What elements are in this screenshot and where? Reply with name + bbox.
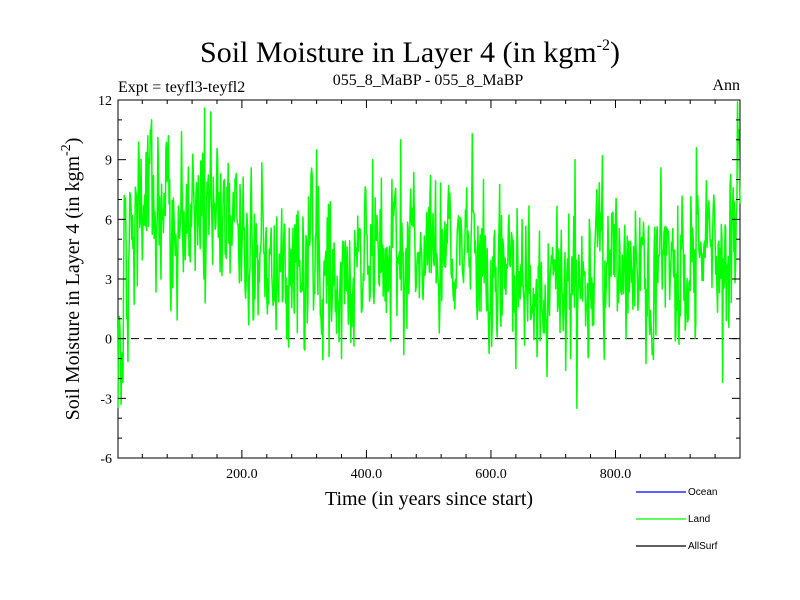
y-tick-label: 9 (105, 154, 112, 169)
x-tick-label: 200.0 (226, 467, 258, 482)
tick-layer: 200.0 400.0 600.0 800.0 -6 -3 0 3 6 9 12 (98, 94, 741, 482)
series-line-land (117, 101, 741, 410)
legend-label-allsurf: AllSurf (688, 541, 718, 552)
subtitle-right: Ann (712, 77, 740, 94)
subtitle-center: 055_8_MaBP - 055_8_MaBP (333, 72, 524, 89)
y-tick-label: -3 (100, 392, 112, 407)
x-tick-label: 800.0 (600, 467, 632, 482)
legend-label-land: Land (688, 514, 710, 525)
legend: Ocean Land AllSurf (636, 487, 718, 552)
subtitle-left: Expt = teyfl3-teyfl2 (118, 79, 245, 96)
chart-title-close: ) (610, 36, 620, 69)
y-axis-label-superscript: -2 (59, 144, 74, 156)
y-tick-label: 3 (105, 273, 112, 288)
chart-title: Soil Moisture in Layer 4 (in kgm-2) (200, 36, 620, 69)
x-tick-label: 400.0 (351, 467, 383, 482)
x-tick-label: 600.0 (475, 467, 507, 482)
y-axis-label-text: Soil Moisture in Layer 4 (in kgm (62, 156, 84, 421)
chart-title-superscript: -2 (597, 37, 610, 54)
y-tick-label: 0 (105, 333, 112, 348)
y-tick-label: 12 (98, 94, 112, 109)
y-tick-label: -6 (100, 452, 112, 467)
y-tick-label: 6 (105, 213, 112, 228)
y-axis-label: Soil Moisture in Layer 4 (in kgm-2) (59, 138, 84, 421)
series-layer (117, 101, 741, 410)
legend-label-ocean: Ocean (688, 487, 717, 498)
y-axis-label-close: ) (62, 138, 84, 145)
x-axis-label: Time (in years since start) (325, 488, 533, 510)
chart-title-text: Soil Moisture in Layer 4 (in kgm (200, 36, 597, 69)
